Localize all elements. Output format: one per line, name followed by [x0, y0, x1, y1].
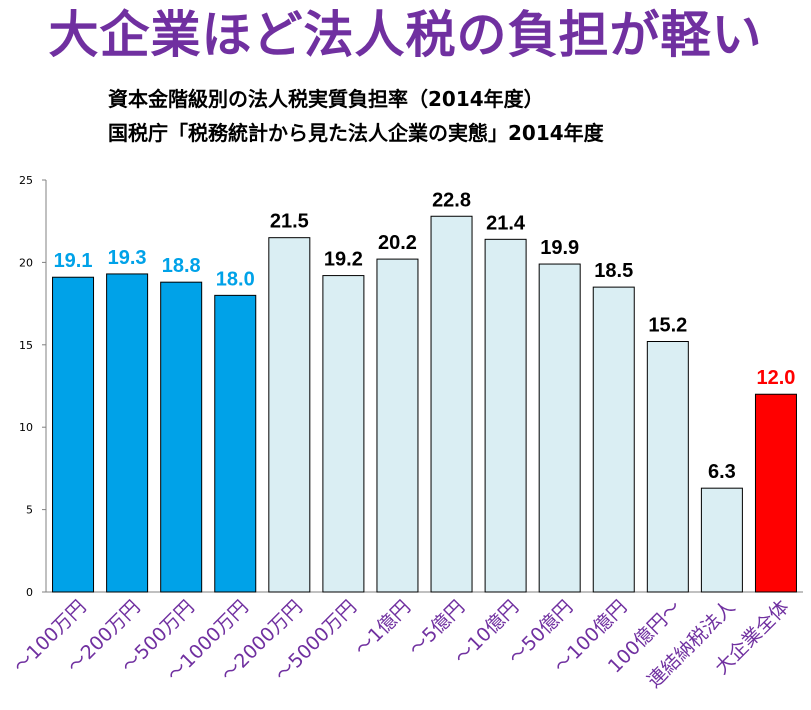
- bar: [376, 258, 419, 593]
- bar: [214, 294, 257, 593]
- bar: [592, 286, 635, 593]
- data-label: 6.3: [708, 461, 736, 483]
- data-label: 19.1: [54, 250, 93, 272]
- chart-source: 国税庁「税務統計から見た法人企業の実態」2014年度: [108, 121, 604, 145]
- bar: [646, 341, 689, 593]
- data-label: 18.0: [216, 268, 255, 290]
- y-tick-label: 25: [19, 174, 33, 187]
- data-label: 20.2: [378, 232, 417, 254]
- category-label: ～1億円: [351, 596, 415, 660]
- data-label: 12.0: [756, 367, 795, 389]
- y-tick-label: 0: [26, 586, 33, 599]
- data-label: 21.4: [486, 212, 526, 234]
- data-label: 19.2: [324, 249, 363, 271]
- data-label: 19.3: [108, 247, 147, 269]
- bar: [268, 237, 311, 593]
- bar: [484, 238, 527, 593]
- bar: [754, 393, 797, 593]
- y-tick-label: 10: [19, 421, 33, 434]
- data-label: 22.8: [432, 189, 471, 211]
- data-label: 15.2: [648, 315, 687, 337]
- bar: [700, 487, 743, 593]
- data-label: 18.5: [594, 260, 633, 282]
- bar: [160, 281, 203, 593]
- y-tick-label: 5: [26, 504, 33, 517]
- headline: 大企業ほど法人税の負担が軽い: [48, 6, 763, 64]
- bar: [538, 263, 581, 593]
- bar: [52, 276, 95, 593]
- bar: [430, 215, 473, 593]
- chart-subtitle: 資本金階級別の法人税実質負担率（2014年度）: [108, 87, 544, 111]
- data-label: 18.8: [162, 255, 201, 277]
- data-label: 21.5: [270, 211, 309, 233]
- y-tick-label: 20: [19, 256, 33, 269]
- y-tick-label: 15: [19, 339, 33, 352]
- bar: [322, 275, 365, 593]
- data-label: 19.9: [540, 237, 579, 259]
- bar: [106, 273, 149, 593]
